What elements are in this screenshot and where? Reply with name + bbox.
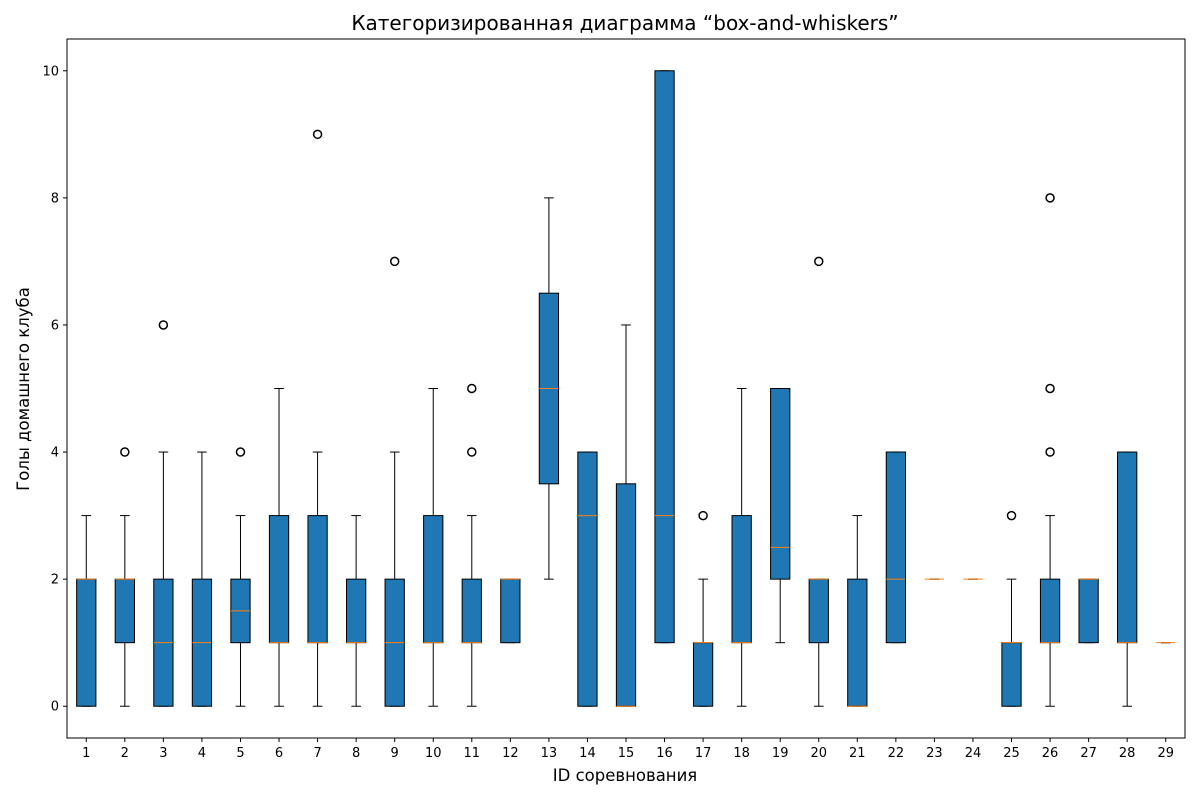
- box-outlier: [158, 320, 169, 330]
- y-tick-label: 10: [42, 64, 59, 79]
- box-body: [461, 578, 482, 644]
- y-tick-label: 0: [51, 700, 59, 715]
- x-tick-label: 22: [888, 746, 905, 761]
- box-body: [1117, 451, 1138, 644]
- x-tick-label: 27: [1080, 746, 1097, 761]
- x-tick-label: 8: [352, 746, 360, 761]
- y-tick-label: 2: [51, 573, 59, 588]
- x-tick-label: 13: [541, 746, 558, 761]
- x-tick-label: 17: [695, 746, 712, 761]
- box-outlier: [698, 510, 708, 521]
- y-tick-label: 4: [51, 446, 59, 461]
- x-tick-label: 4: [198, 746, 206, 761]
- box-body: [847, 578, 868, 707]
- x-tick-label: 25: [1003, 746, 1020, 761]
- x-tick-label: 16: [656, 746, 673, 761]
- x-tick-label: 28: [1119, 746, 1136, 761]
- box-body: [114, 578, 135, 644]
- x-tick-label: 6: [275, 746, 283, 761]
- box-body: [692, 642, 714, 707]
- box-outlier: [312, 129, 323, 140]
- box-outlier: [1006, 510, 1017, 521]
- x-tick-label: 15: [618, 746, 635, 761]
- x-tick-label: 11: [464, 746, 481, 761]
- x-tick-label: 20: [810, 746, 827, 761]
- x-tick-label: 10: [425, 746, 442, 761]
- box-body: [808, 578, 829, 644]
- box-body: [307, 515, 328, 644]
- box-body: [770, 388, 791, 580]
- x-tick-label: 1: [82, 746, 90, 761]
- x-tick-label: 29: [1157, 746, 1174, 761]
- box-outlier: [389, 256, 400, 267]
- x-tick-label: 9: [391, 746, 399, 761]
- box-outlier: [467, 383, 477, 394]
- box-outlier: [467, 447, 477, 457]
- box-outlier: [1045, 447, 1055, 457]
- box-body: [577, 451, 598, 707]
- x-tick-label: 7: [313, 746, 321, 761]
- box-body: [423, 515, 444, 644]
- box-outlier: [1045, 193, 1055, 203]
- box-outlier: [1045, 383, 1055, 394]
- x-tick-label: 26: [1042, 746, 1059, 761]
- y-tick-label: 8: [51, 191, 59, 206]
- x-tick-label: 3: [159, 746, 167, 761]
- box-body: [1001, 642, 1022, 707]
- box-outlier: [814, 256, 824, 267]
- box-body: [1039, 578, 1061, 644]
- box-body: [731, 515, 752, 644]
- x-tick-label: 12: [502, 746, 519, 761]
- box-body: [500, 578, 521, 644]
- x-tick-label: 23: [926, 746, 943, 761]
- chart-title: Категоризированная диаграмма “box-and-wh…: [351, 11, 898, 35]
- box-body: [268, 515, 290, 644]
- axes-frame: [66, 38, 1186, 739]
- y-axis-label: Голы домашнего клуба: [14, 287, 33, 491]
- x-tick-label: 18: [733, 746, 750, 761]
- box-body: [346, 578, 367, 644]
- box-outlier: [235, 447, 246, 457]
- x-tick-label: 14: [579, 746, 596, 761]
- x-tick-label: 21: [849, 746, 866, 761]
- box-body: [885, 451, 906, 644]
- x-tick-label: 24: [965, 746, 982, 761]
- x-tick-label: 19: [772, 746, 789, 761]
- x-tick-label: 5: [236, 746, 244, 761]
- box-body: [654, 70, 675, 644]
- y-tick-label: 6: [51, 318, 59, 333]
- x-axis-label: ID соревнования: [553, 766, 698, 785]
- box-body: [1078, 578, 1099, 644]
- x-tick-label: 2: [121, 746, 129, 761]
- box-body: [76, 578, 97, 707]
- box-outlier: [120, 447, 130, 457]
- box-body: [615, 483, 637, 707]
